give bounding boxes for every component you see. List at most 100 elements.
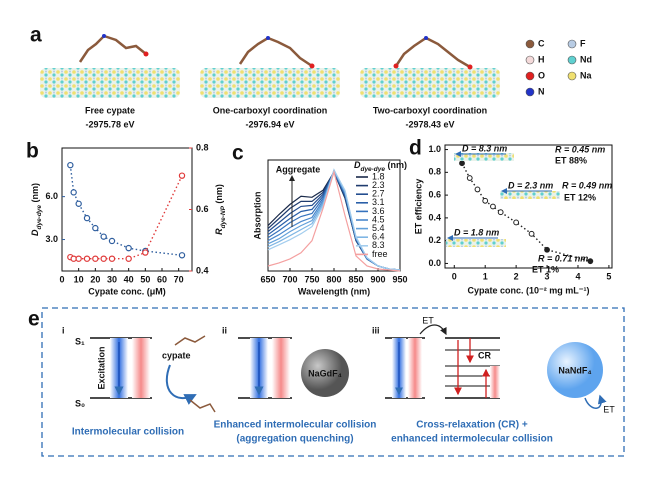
legend-swatch [525, 55, 535, 65]
annotation-r: R = 0.45 nm [555, 144, 605, 154]
panel-frame [41, 307, 625, 457]
legend-title-part: dye-dye [361, 166, 386, 173]
structure-sketch [454, 153, 514, 161]
x-tick-label: 0 [59, 274, 64, 284]
data-point [178, 252, 186, 259]
structure-name: Two-carboxyl coordination [373, 105, 487, 115]
data-point [83, 255, 91, 262]
legend-label: C [538, 38, 545, 48]
y-axis-label: Ddye-dye (nm) [30, 183, 43, 236]
legend-swatch [567, 71, 577, 81]
annotation-et: ET 12% [564, 192, 596, 202]
annotation-et: ET 88% [555, 155, 587, 165]
structure-sketch [446, 239, 506, 247]
transfer-label: ET [422, 315, 434, 325]
annotation-et: ET 1% [532, 264, 559, 274]
x-axis-label: Wavelength (nm) [298, 286, 370, 296]
x-tick-label: 70 [174, 274, 184, 284]
x-tick-label: 750 [304, 274, 319, 284]
data-point [459, 160, 465, 167]
structure-sketch [500, 191, 560, 199]
legend-label: 5.4 [372, 223, 385, 233]
annotation: Aggregate [276, 164, 321, 174]
caption: Intermolecular collision [72, 427, 184, 438]
legend-label: 8.3 [372, 240, 385, 250]
cr-label: CR [478, 350, 491, 360]
legend-label: 3.1 [372, 197, 385, 207]
caption: Cross-relaxation (CR) + [416, 420, 528, 431]
data-point [490, 203, 496, 210]
sub-label: ii [222, 325, 227, 335]
sub-label: i [62, 325, 65, 335]
data-point [100, 233, 107, 240]
data-point [513, 219, 520, 226]
legend-label: N [538, 86, 545, 96]
y-tick-label: 0.0 [428, 258, 441, 268]
x-tick-label: 50 [140, 274, 150, 284]
data-point [142, 249, 149, 256]
y-axis-label-part: (nm) [30, 183, 40, 205]
legend-label: H [538, 54, 545, 64]
data-point [70, 189, 77, 196]
legend-label: 3.6 [372, 206, 385, 216]
data-point [75, 200, 82, 207]
annotation-r: R = 0.49 nm [562, 180, 612, 190]
legend-swatch [525, 39, 535, 49]
y-axis-label: Absorption [252, 192, 262, 240]
transfer-label: ET [603, 404, 615, 414]
annotation-d: D = 1.8 nm [454, 227, 499, 237]
data-point [125, 255, 132, 262]
x-tick-label: 900 [370, 274, 385, 284]
y-tick-label: 3.0 [45, 234, 58, 244]
legend-swatch [525, 71, 535, 81]
panel-label: b [26, 140, 39, 163]
caption: enhanced intermolecular collision [391, 434, 553, 445]
y-tick-label: 0.2 [428, 235, 441, 245]
data-point [178, 172, 186, 179]
excitation-label: Excitation [96, 346, 106, 389]
particle-label: NaNdF₄ [558, 365, 591, 375]
panel-label: e [28, 308, 40, 331]
data-point [75, 255, 82, 262]
x-tick-label: 40 [124, 274, 134, 284]
legend-label: Na [580, 70, 592, 80]
plot-frame [61, 147, 193, 272]
legend-label: 2.7 [372, 189, 385, 199]
caption: Enhanced intermolecular collision [214, 420, 377, 431]
data-point [125, 244, 132, 252]
structure-name: One-carboxyl coordination [213, 105, 328, 115]
y-tick-label: 0.8 [428, 167, 441, 177]
data-point [466, 175, 473, 181]
y-axis-label: ET efficiency [413, 179, 423, 235]
y2-axis-label-part: dye-NP [220, 205, 227, 228]
legend-swatch [567, 55, 577, 65]
data-point [587, 258, 594, 265]
legend-title-part: D [354, 160, 361, 170]
legend-label: F [580, 38, 586, 48]
legend-title: Ddye-dye (nm) [354, 160, 407, 173]
y-tick-label: 0.6 [428, 189, 441, 199]
data-point [100, 255, 107, 262]
x-tick-label: 5 [606, 271, 611, 281]
data-point [83, 214, 91, 222]
x-tick-label: 30 [107, 274, 117, 284]
data-point [474, 186, 481, 193]
annotation-d: D = 8.3 nm [462, 143, 507, 153]
x-tick-label: 20 [90, 274, 100, 284]
sub-label: iii [372, 325, 380, 335]
structure-energy: -2976.94 eV [245, 119, 294, 129]
y-tick-label: 0.6 [196, 204, 209, 214]
y-tick-label: 0.8 [196, 142, 209, 152]
structure-name: Free cypate [85, 105, 135, 115]
legend-label: 2.3 [372, 180, 385, 190]
data-point [482, 197, 489, 204]
y2-axis-label-part: R [214, 228, 224, 235]
caption: (aggregation quenching) [236, 434, 353, 445]
fit-line [461, 162, 591, 262]
level-label: S₁ [75, 336, 85, 346]
y2-axis-label-part: (nm) [214, 184, 224, 206]
data-point [92, 224, 99, 232]
particle-label: NaGdF₄ [308, 368, 342, 378]
panel-label: a [30, 24, 42, 47]
